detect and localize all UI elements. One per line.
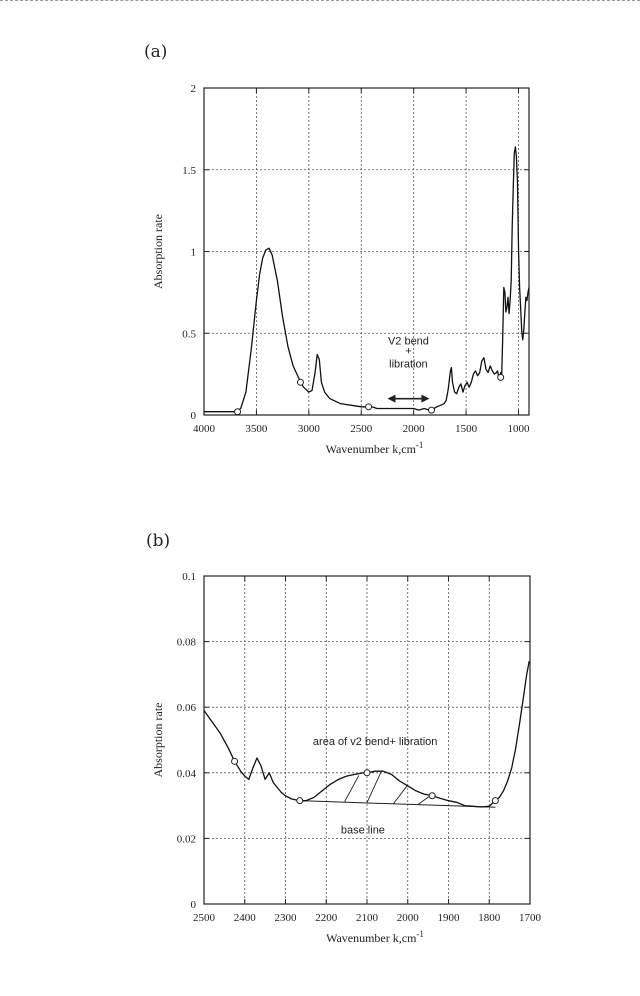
figure-canvas: 4000 3500 3000 2500 2000 1500 1000 0 0.5 1 1.5 2 Wav… <box>0 0 640 996</box>
data-point-marker <box>429 793 435 799</box>
x-tick-label: 3000 <box>298 423 321 435</box>
y-tick-label: 0.1 <box>182 571 196 583</box>
y-tick-label: 0 <box>191 899 197 911</box>
y-tick-label: 0.04 <box>177 768 197 780</box>
hatch-line <box>345 775 359 801</box>
x-axis-title: Wavenumber k,cm-1 <box>326 440 424 456</box>
data-point-marker <box>232 758 238 764</box>
x-tick-label: 1500 <box>455 423 478 435</box>
y-tick-label: 0.06 <box>177 702 197 714</box>
arrow-head-right <box>421 395 429 403</box>
annotation-text: libration <box>389 359 428 371</box>
data-point-marker <box>364 770 370 776</box>
x-tick-label: 1900 <box>438 912 461 924</box>
data-point-marker <box>366 404 372 410</box>
x-tick-label: 1000 <box>508 423 531 435</box>
x-tick-label: 2200 <box>315 912 338 924</box>
y-axis-title: Absorption rate <box>151 703 165 778</box>
hatch-line <box>418 796 430 805</box>
data-point-marker <box>498 374 504 380</box>
annotation-text: + <box>405 346 411 358</box>
x-axis-title-superscript: -1 <box>416 440 424 450</box>
data-point-marker <box>429 407 435 413</box>
x-tick-label: 1800 <box>478 912 501 924</box>
x-tick-label: 2100 <box>356 912 379 924</box>
y-tick-label: 0.08 <box>177 637 197 649</box>
y-tick-label: 0 <box>191 410 197 422</box>
x-tick-label: 2000 <box>403 423 426 435</box>
chart-b: 2500 2400 2300 2200 2100 2000 1900 1800 1700 0 0.0… <box>151 571 542 945</box>
series-line <box>204 147 529 412</box>
x-axis-title-superscript: -1 <box>416 929 424 939</box>
data-point-marker <box>297 379 303 385</box>
y-tick-label: 1 <box>191 247 197 259</box>
annotation-text: base line <box>341 824 385 836</box>
data-point-marker <box>235 409 241 415</box>
x-tick-label: 3500 <box>245 423 268 435</box>
y-tick-label: 1.5 <box>182 165 196 177</box>
x-tick-label: 2500 <box>350 423 373 435</box>
hatch-line <box>393 785 407 804</box>
x-tick-label: 1700 <box>519 912 542 924</box>
chart-a: 4000 3500 3000 2500 2000 1500 1000 0 0.5 1 1.5 2 Wav… <box>151 83 530 456</box>
y-tick-label: 2 <box>191 83 197 95</box>
x-tick-label: 2400 <box>234 912 257 924</box>
data-point-marker <box>297 798 303 804</box>
x-tick-label: 2300 <box>275 912 298 924</box>
x-axis-title: Wavenumber k,cm-1 <box>326 929 424 945</box>
data-point-marker <box>492 798 498 804</box>
hatch-line <box>367 771 381 802</box>
x-tick-label: 2500 <box>193 912 216 924</box>
y-tick-label: 0.02 <box>177 833 196 845</box>
plot-content <box>204 147 529 415</box>
annotation-text: area of v2 bend+ libration <box>313 736 437 748</box>
x-tick-label: 4000 <box>193 423 216 435</box>
arrow-head-left <box>387 395 395 403</box>
y-tick-label: 0.5 <box>182 328 196 340</box>
x-tick-label: 2000 <box>397 912 420 924</box>
y-axis-title: Absorption rate <box>151 214 165 289</box>
